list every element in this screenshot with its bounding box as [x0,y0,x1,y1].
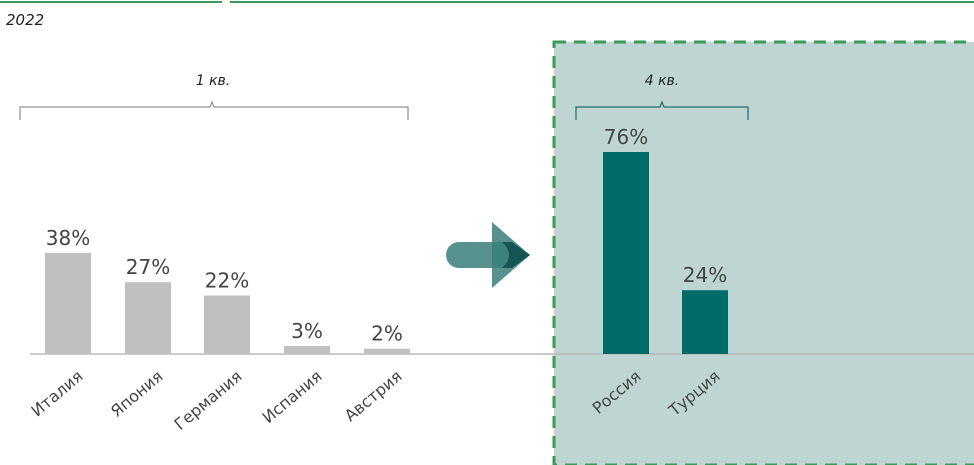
bar-1-1 [45,253,91,354]
bar-1-4 [284,346,330,354]
bar-1-2 [125,282,171,354]
chart-marks: 38% Италия 27% Япония 22% Германия 3% Испания 2%… [27,125,728,434]
value-label-1-3: 22% [205,269,249,293]
value-label-1-4: 3% [291,319,323,343]
category-label-1-2: Япония [107,367,167,421]
group-bracket-q4 [575,100,749,120]
bar-1-5 [364,348,410,354]
bar-2-1 [603,152,649,354]
category-label-1-4: Испания [259,367,326,428]
value-label-1-5: 2% [371,322,403,346]
bar-1-3 [204,295,250,354]
value-label-2-2: 24% [683,263,727,287]
group-label-q1: 1 кв. [196,73,231,89]
value-label-1-2: 27% [126,255,170,279]
arrow-icon [446,222,530,288]
group-bracket-q1 [19,100,409,120]
year-label: 2022 [6,11,44,29]
value-label-1-1: 38% [46,226,90,250]
category-label-1-1: Италия [27,367,86,421]
value-label-2-1: 76% [604,125,648,149]
group-label-q4: 4 кв. [645,73,680,89]
category-label-1-5: Австрия [341,367,406,426]
category-label-1-3: Германия [170,367,245,434]
bar-2-2 [682,290,728,354]
